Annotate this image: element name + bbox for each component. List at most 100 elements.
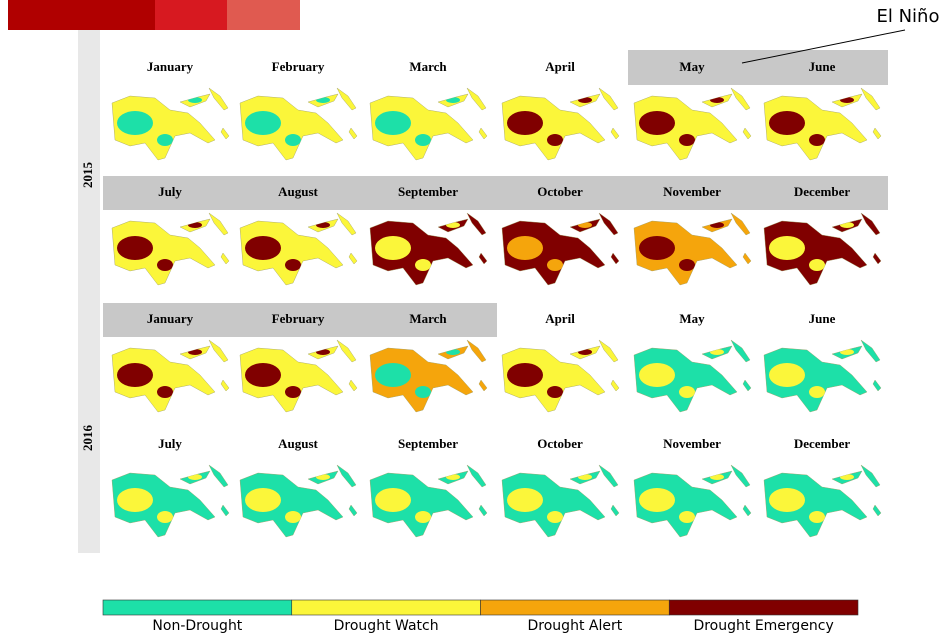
island	[337, 465, 356, 487]
patch	[117, 236, 153, 260]
month-label: February	[272, 59, 325, 74]
patch	[578, 349, 592, 355]
patch	[285, 511, 301, 523]
patch	[415, 511, 431, 523]
patch	[578, 97, 592, 103]
header-bar	[8, 0, 155, 30]
patch	[157, 386, 173, 398]
island	[743, 128, 751, 139]
legend-label: Drought Alert	[528, 618, 623, 634]
patch	[639, 111, 675, 135]
island	[861, 213, 880, 235]
map	[502, 88, 619, 160]
island	[873, 505, 881, 516]
patch	[446, 349, 460, 355]
patch	[809, 259, 825, 271]
island	[467, 340, 486, 362]
header-bar	[227, 0, 300, 30]
island	[599, 88, 618, 110]
patch	[679, 511, 695, 523]
island	[221, 128, 229, 139]
island	[731, 465, 750, 487]
annotation: El Niño	[877, 6, 940, 27]
island	[209, 213, 228, 235]
patch	[375, 236, 411, 260]
map	[764, 88, 881, 160]
patch	[769, 488, 805, 512]
patch	[679, 134, 695, 146]
patch	[710, 349, 724, 355]
map	[634, 88, 751, 160]
island	[349, 505, 357, 516]
patch	[679, 259, 695, 271]
patch	[809, 511, 825, 523]
map	[502, 213, 619, 285]
map	[370, 340, 487, 412]
island	[873, 253, 881, 264]
month-label: June	[809, 59, 836, 74]
highlight	[628, 50, 888, 85]
island	[337, 213, 356, 235]
month-label: September	[398, 436, 458, 451]
patch	[639, 488, 675, 512]
month-label: August	[278, 436, 318, 451]
patch	[446, 474, 460, 480]
patch	[547, 259, 563, 271]
island	[221, 505, 229, 516]
patch	[245, 111, 281, 135]
patch	[710, 222, 724, 228]
patch	[117, 111, 153, 135]
map	[370, 465, 487, 537]
island	[611, 505, 619, 516]
month-label: October	[537, 184, 583, 199]
map-grid: 2015JanuaryFebruaryMarchAprilMayJuneJuly…	[80, 59, 881, 537]
island	[873, 128, 881, 139]
patch	[316, 222, 330, 228]
map	[370, 88, 487, 160]
island	[221, 253, 229, 264]
patch	[547, 386, 563, 398]
patch	[285, 386, 301, 398]
patch	[547, 511, 563, 523]
patch	[188, 97, 202, 103]
patch	[117, 488, 153, 512]
year-label: 2015	[80, 162, 95, 189]
map	[240, 340, 357, 412]
legend-swatch	[481, 600, 670, 615]
island	[479, 380, 487, 391]
island	[743, 253, 751, 264]
island	[467, 213, 486, 235]
legend-swatch	[292, 600, 481, 615]
legend-label: Drought Watch	[334, 618, 439, 634]
patch	[809, 386, 825, 398]
patch	[415, 134, 431, 146]
patch	[375, 363, 411, 387]
island	[209, 88, 228, 110]
patch	[769, 363, 805, 387]
patch	[639, 363, 675, 387]
month-label: January	[147, 311, 194, 326]
island	[479, 128, 487, 139]
island	[337, 340, 356, 362]
patch	[316, 97, 330, 103]
month-label: May	[679, 59, 705, 74]
legend-label: Drought Emergency	[693, 618, 833, 634]
island	[599, 213, 618, 235]
patch	[507, 236, 543, 260]
island	[611, 128, 619, 139]
patch	[285, 259, 301, 271]
patch	[840, 97, 854, 103]
island	[209, 465, 228, 487]
map	[112, 465, 229, 537]
map	[112, 213, 229, 285]
patch	[639, 236, 675, 260]
map	[634, 213, 751, 285]
map	[112, 88, 229, 160]
island	[731, 213, 750, 235]
island	[611, 253, 619, 264]
patch	[316, 474, 330, 480]
patch	[578, 222, 592, 228]
island	[873, 380, 881, 391]
island	[731, 340, 750, 362]
island	[861, 88, 880, 110]
